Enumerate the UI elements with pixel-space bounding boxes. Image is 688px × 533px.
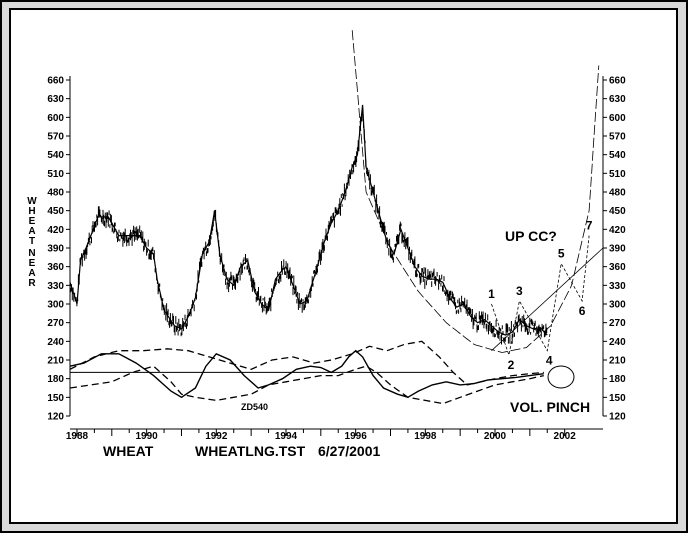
ylabel-right-letter: E: [29, 258, 36, 269]
right-tick-label: 330: [609, 281, 626, 292]
left-tick-label: 600: [47, 113, 64, 124]
right-tick-label: 450: [609, 206, 626, 217]
right-tick-label: 570: [609, 132, 626, 143]
lower-band-line: [69, 365, 544, 405]
left-tick-label: 120: [47, 412, 64, 423]
x-tick-label: 1994: [275, 431, 298, 442]
left-tick-label: 300: [47, 300, 64, 311]
ylabel-right-letter: A: [28, 268, 35, 279]
wave-label: 5: [558, 247, 565, 261]
x-tick-label: 1998: [414, 431, 437, 442]
right-tick-label: 600: [609, 113, 626, 124]
ylabel-right-letter: R: [28, 278, 36, 289]
ylabel-left-letter: A: [28, 226, 35, 237]
right-tick-label: 270: [609, 318, 626, 329]
ylabel-left-letter: T: [29, 236, 35, 247]
left-tick-label: 390: [47, 244, 64, 255]
right-tick-label: 120: [609, 412, 626, 423]
right-tick-label: 210: [609, 356, 626, 367]
left-tick-label: 450: [47, 206, 64, 217]
wave-label: 1: [488, 287, 495, 301]
right-tick-label: 240: [609, 337, 626, 348]
x-tick-label: 2002: [554, 431, 577, 442]
footer-symbol: WHEAT: [103, 443, 154, 459]
left-tick-label: 540: [47, 150, 64, 161]
right-tick-label: 390: [609, 244, 626, 255]
ylabel-left-letter: W: [27, 196, 37, 207]
ylabel-left-letter: E: [29, 216, 36, 227]
left-tick-label: 480: [47, 188, 64, 199]
wave-label: 4: [546, 354, 553, 368]
wave-path-line: [491, 235, 590, 357]
left-tick-label: 360: [47, 262, 64, 273]
oscillator-line: [69, 349, 544, 399]
x-tick-label: 1996: [345, 431, 368, 442]
upper-band-line: [69, 340, 544, 386]
left-tick-label: 330: [47, 281, 64, 292]
x-tick-label: 1990: [136, 431, 159, 442]
price-line: [69, 104, 548, 336]
vol-pinch-circle: [547, 365, 575, 389]
x-tick-label: 1988: [66, 431, 89, 442]
right-tick-label: 540: [609, 150, 626, 161]
wave-label: 6: [579, 304, 586, 318]
chart-panel: [9, 8, 678, 524]
footer-date: 6/27/2001: [318, 443, 380, 459]
left-tick-label: 240: [47, 337, 64, 348]
channel-line: [491, 247, 604, 351]
left-tick-label: 210: [47, 356, 64, 367]
left-tick-label: 630: [47, 94, 64, 105]
left-tick-label: 150: [47, 393, 64, 404]
right-tick-label: 510: [609, 169, 626, 180]
ylabel-right-letter: N: [28, 248, 35, 259]
left-tick-label: 420: [47, 225, 64, 236]
right-tick-label: 480: [609, 188, 626, 199]
right-tick-label: 150: [609, 393, 626, 404]
x-tick-label: 2000: [484, 431, 507, 442]
ylabel-left-letter: H: [28, 206, 35, 217]
price-bars: [69, 108, 548, 345]
up-cc-annotation: UP CC?: [505, 228, 557, 244]
plot-area: 1 2 3 4 5 6 7: [69, 30, 604, 405]
right-tick-label: 630: [609, 94, 626, 105]
left-tick-label: 570: [47, 132, 64, 143]
right-tick-label: 180: [609, 374, 626, 385]
vol-pinch-annotation: VOL. PINCH: [510, 399, 590, 415]
cycle-arc-line: [351, 30, 600, 353]
left-tick-label: 660: [47, 76, 64, 87]
right-tick-label: 360: [609, 262, 626, 273]
x-tick-label: 1992: [205, 431, 228, 442]
left-tick-label: 270: [47, 318, 64, 329]
axes: [69, 76, 604, 430]
right-tick-label: 660: [609, 76, 626, 87]
wave-label: 3: [516, 284, 523, 298]
left-tick-label: 510: [47, 169, 64, 180]
indicator-label: ZD540: [241, 402, 268, 412]
right-y-ticks: 120 150 180 210 240 270 300 330 360 390 420 450 480 5…: [603, 76, 626, 423]
right-tick-label: 300: [609, 300, 626, 311]
left-tick-label: 180: [47, 374, 64, 385]
left-y-ticks: 120 150 180 210 240 270 300 330 360 390 420 450 480 5…: [47, 76, 70, 423]
right-tick-label: 420: [609, 225, 626, 236]
wave-label: 7: [586, 219, 593, 233]
footer-file: WHEATLNG.TST: [195, 443, 306, 459]
wave-label: 2: [508, 358, 515, 372]
x-ticks: 1988 1990 1992 1994 1996 1998 2000 2002: [66, 429, 576, 442]
